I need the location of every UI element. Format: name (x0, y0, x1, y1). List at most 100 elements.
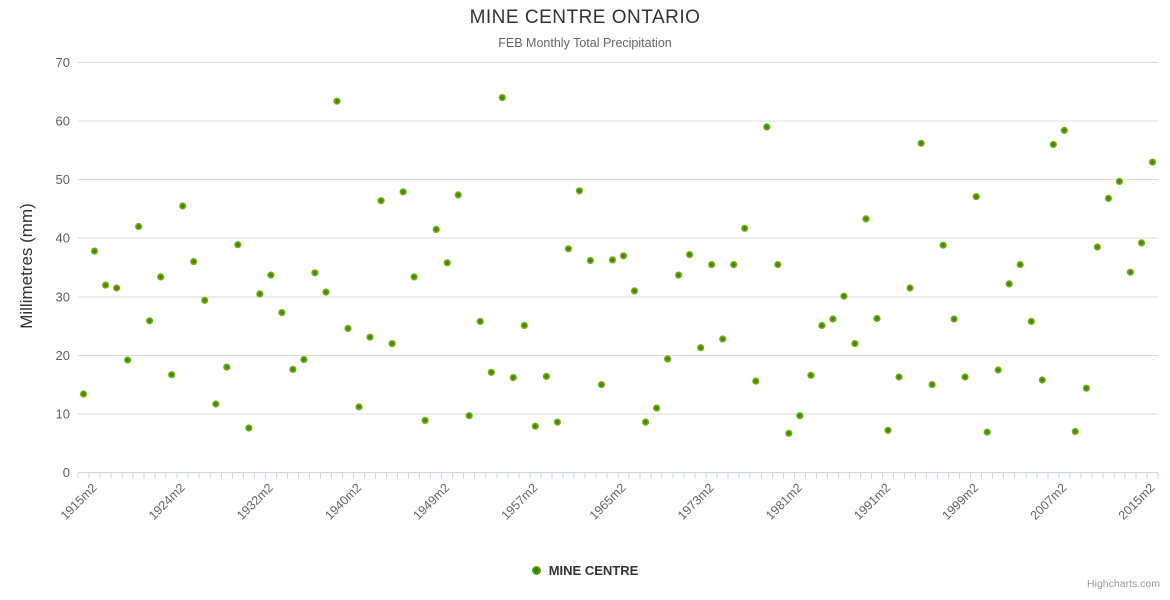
data-point[interactable] (675, 271, 683, 279)
data-point[interactable] (542, 372, 551, 380)
data-point[interactable] (564, 245, 573, 253)
data-point[interactable] (741, 224, 749, 232)
data-point[interactable] (476, 317, 484, 325)
data-point[interactable] (333, 97, 341, 105)
data-point[interactable] (730, 261, 738, 269)
data-point[interactable] (509, 374, 517, 382)
data-point[interactable] (939, 241, 947, 249)
data-point[interactable] (950, 315, 958, 323)
data-point[interactable] (388, 340, 396, 348)
data-point[interactable] (1027, 317, 1035, 325)
data-point[interactable] (906, 284, 914, 292)
data-point[interactable] (1038, 376, 1046, 384)
data-point[interactable] (223, 363, 231, 371)
data-point[interactable] (719, 335, 727, 343)
data-point[interactable] (664, 355, 672, 363)
data-point[interactable] (1060, 126, 1068, 134)
data-point[interactable] (90, 247, 99, 255)
data-point[interactable] (763, 123, 771, 131)
data-point[interactable] (807, 371, 815, 379)
data-point[interactable] (619, 252, 628, 260)
data-point[interactable] (983, 428, 991, 436)
data-point[interactable] (785, 429, 793, 437)
data-point[interactable] (1016, 261, 1024, 269)
data-point[interactable] (146, 317, 154, 325)
data-point[interactable] (917, 139, 925, 147)
data-point[interactable] (520, 321, 528, 330)
data-point[interactable] (697, 344, 705, 352)
data-point[interactable] (553, 418, 562, 426)
data-point[interactable] (829, 315, 837, 323)
data-point[interactable] (862, 215, 870, 223)
data-point[interactable] (443, 259, 451, 267)
data-point[interactable] (608, 256, 617, 264)
data-point[interactable] (300, 355, 308, 364)
data-point[interactable] (1049, 140, 1057, 149)
data-point[interactable] (432, 225, 440, 233)
data-point[interactable] (454, 191, 462, 199)
data-point[interactable] (366, 333, 374, 341)
data-point[interactable] (653, 404, 661, 412)
data-point[interactable] (377, 197, 385, 205)
data-point[interactable] (796, 412, 804, 420)
data-point[interactable] (421, 416, 429, 424)
data-point[interactable] (1005, 280, 1013, 288)
data-point[interactable] (179, 202, 187, 210)
data-point[interactable] (355, 403, 363, 411)
data-point[interactable] (840, 292, 848, 300)
data-point[interactable] (818, 321, 826, 330)
data-point[interactable] (1115, 177, 1123, 185)
data-point[interactable] (686, 251, 694, 259)
data-point[interactable] (113, 284, 121, 292)
data-point[interactable] (531, 422, 539, 430)
highcharts-credits-link[interactable]: Highcharts.com (1087, 578, 1160, 590)
data-point[interactable] (928, 381, 936, 389)
data-point[interactable] (278, 309, 286, 317)
data-point[interactable] (597, 381, 606, 389)
data-point[interactable] (498, 94, 506, 102)
data-point[interactable] (289, 365, 297, 373)
data-point[interactable] (410, 273, 418, 281)
data-point[interactable] (994, 366, 1002, 374)
data-point[interactable] (344, 324, 352, 332)
data-point[interactable] (961, 373, 969, 381)
data-point[interactable] (399, 188, 407, 196)
data-point[interactable] (1071, 427, 1079, 436)
data-point[interactable] (752, 377, 760, 385)
data-point[interactable] (245, 424, 253, 432)
data-point[interactable] (168, 371, 176, 379)
data-point[interactable] (267, 271, 275, 279)
data-point[interactable] (586, 256, 595, 265)
data-point[interactable] (575, 187, 584, 195)
data-point[interactable] (1093, 243, 1101, 251)
data-point[interactable] (79, 390, 88, 398)
data-point[interactable] (212, 400, 220, 408)
data-point[interactable] (851, 340, 859, 348)
data-point[interactable] (124, 356, 132, 364)
data-point[interactable] (102, 281, 110, 289)
data-point[interactable] (487, 368, 495, 376)
data-point[interactable] (774, 261, 782, 269)
data-point[interactable] (1104, 194, 1112, 202)
data-point[interactable] (234, 241, 242, 249)
data-point[interactable] (873, 314, 881, 323)
data-point[interactable] (1082, 384, 1090, 392)
data-point[interactable] (157, 273, 165, 281)
data-point[interactable] (972, 193, 980, 201)
data-point[interactable] (1148, 158, 1157, 166)
data-point[interactable] (256, 290, 264, 298)
data-point[interactable] (322, 288, 330, 296)
data-point[interactable] (630, 287, 639, 295)
data-point[interactable] (895, 373, 903, 381)
data-point[interactable] (465, 412, 473, 420)
data-point[interactable] (1126, 268, 1134, 276)
data-point[interactable] (190, 258, 198, 266)
data-point[interactable] (311, 269, 319, 277)
data-point[interactable] (708, 261, 716, 269)
data-point[interactable] (1137, 239, 1146, 247)
legend-item[interactable]: MINE CENTRE (0, 563, 1170, 578)
data-point[interactable] (642, 418, 650, 426)
data-point[interactable] (201, 296, 209, 304)
data-point[interactable] (135, 222, 143, 231)
data-point[interactable] (884, 426, 892, 434)
